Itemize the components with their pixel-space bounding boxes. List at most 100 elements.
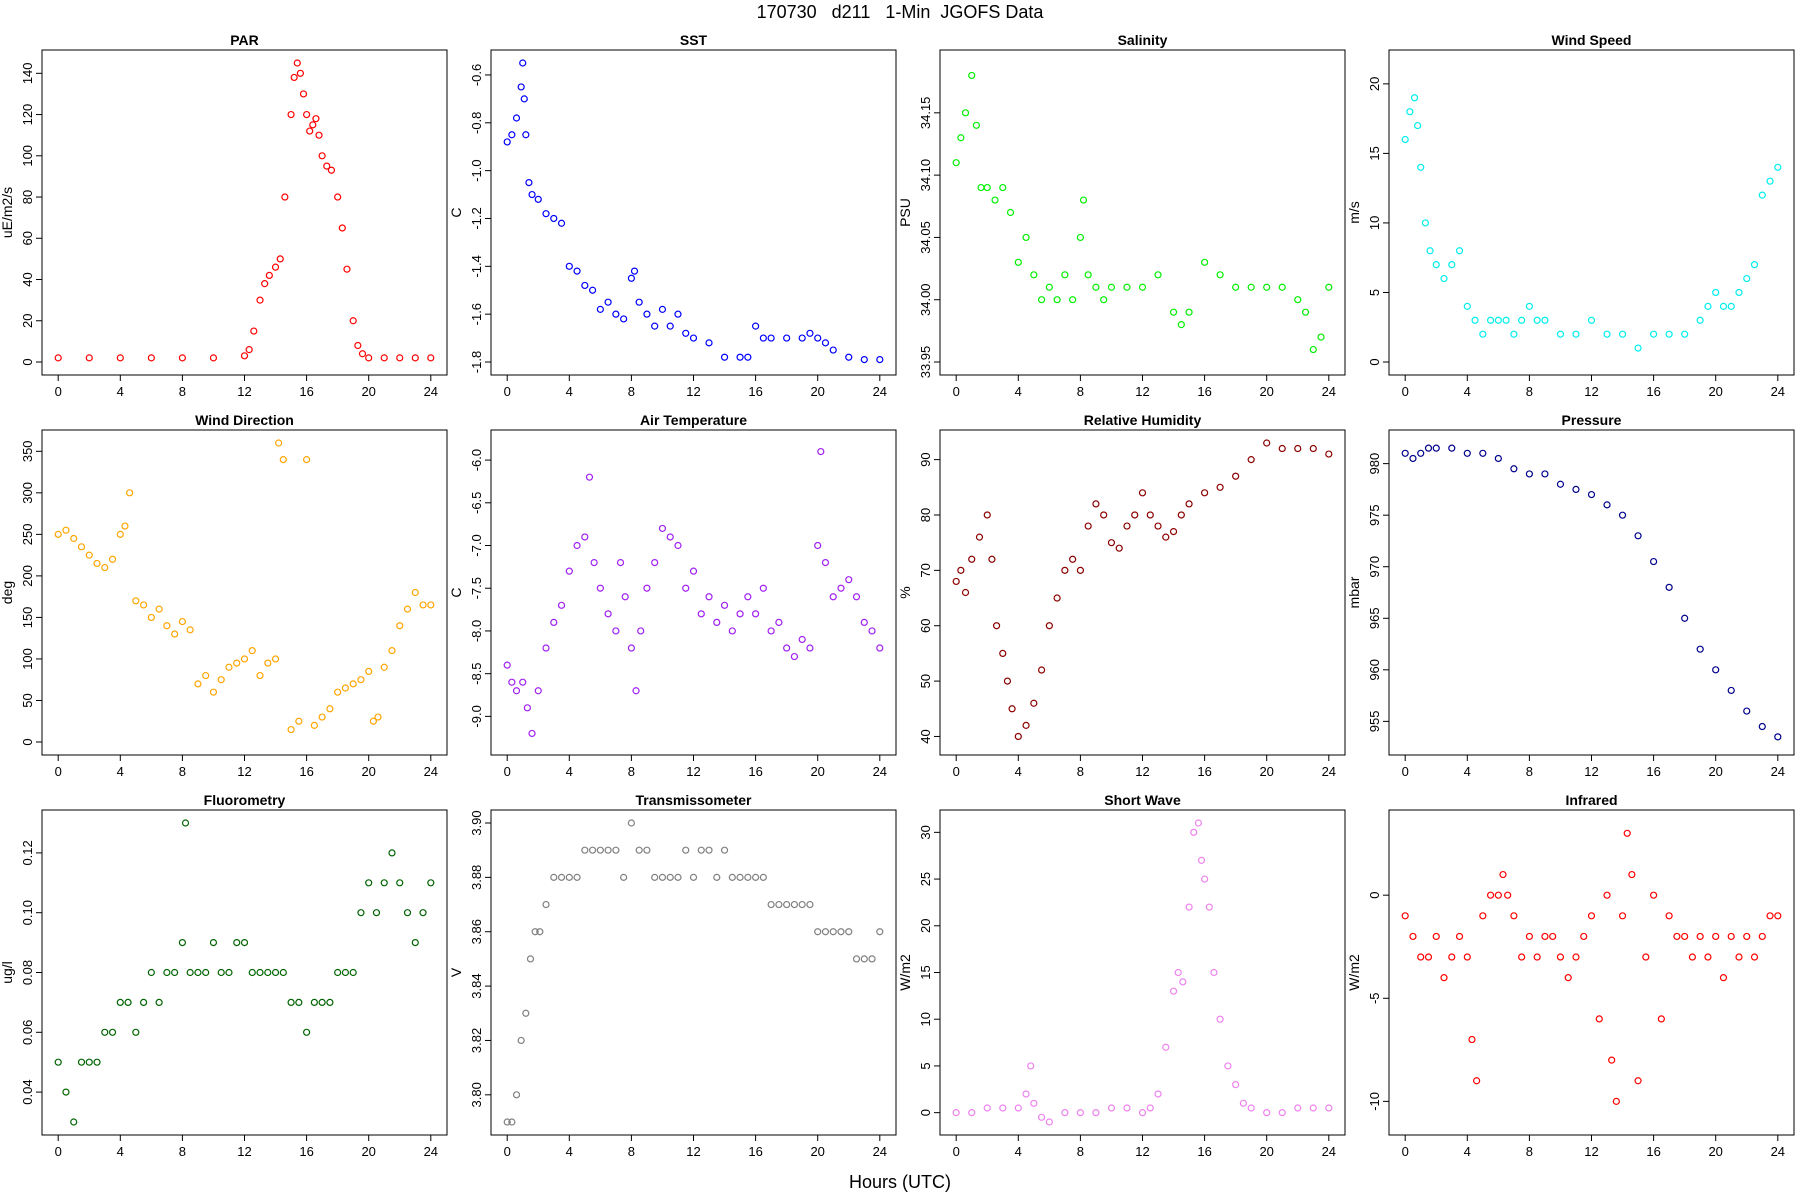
data-point xyxy=(522,131,530,139)
data-point xyxy=(952,577,960,586)
data-point xyxy=(1205,903,1213,911)
data-point xyxy=(952,159,960,167)
data-point xyxy=(1278,444,1286,453)
data-point xyxy=(666,533,674,541)
data-point xyxy=(427,354,435,362)
data-point xyxy=(635,846,643,854)
data-point xyxy=(588,846,597,854)
data-point xyxy=(338,224,346,232)
y-tick-label: 70 xyxy=(918,563,933,577)
x-tick-label: 16 xyxy=(748,1144,762,1159)
data-point xyxy=(1030,699,1038,707)
data-point xyxy=(845,353,853,361)
data-point xyxy=(1107,539,1116,547)
data-point xyxy=(961,109,970,117)
data-point xyxy=(275,439,283,447)
data-point xyxy=(1037,296,1046,304)
x-tick-label: 20 xyxy=(810,764,824,779)
data-point xyxy=(1468,1035,1476,1044)
data-point xyxy=(264,968,272,977)
data-point xyxy=(388,849,396,857)
data-point xyxy=(1580,932,1588,941)
y-tick-label: 5 xyxy=(918,1062,933,1069)
data-point xyxy=(1673,932,1681,941)
y-tick-label: 15 xyxy=(1367,146,1382,160)
data-point xyxy=(1294,444,1302,453)
panel-air-temperature: Air Temperature 0 4 8 12 16 20 24 -9.0 -8.5 -8.0 -7… xyxy=(448,412,897,779)
data-point xyxy=(240,352,249,360)
data-point xyxy=(1681,614,1689,622)
x-tick-label: 4 xyxy=(1015,764,1022,779)
data-point xyxy=(365,354,373,362)
x-tick-label: 24 xyxy=(1322,384,1336,399)
data-point xyxy=(265,271,273,279)
data-point xyxy=(1634,344,1642,352)
data-point xyxy=(1455,247,1464,255)
data-point xyxy=(1076,1109,1085,1117)
data-point xyxy=(705,339,713,347)
data-point xyxy=(1774,733,1782,741)
y-tick-label: 10 xyxy=(918,1012,933,1026)
data-point xyxy=(70,1118,78,1126)
data-point xyxy=(369,717,377,725)
data-point xyxy=(281,193,289,201)
y-tick-label: -1.2 xyxy=(469,207,484,229)
x-tick-label: 12 xyxy=(686,384,700,399)
x-tick-label: 20 xyxy=(361,764,375,779)
data-point xyxy=(1665,330,1673,338)
data-point xyxy=(1623,829,1631,837)
data-point xyxy=(1541,932,1549,941)
y-tick-label: 200 xyxy=(20,565,35,587)
data-point xyxy=(194,680,202,688)
data-point xyxy=(1510,465,1518,473)
data-point xyxy=(256,671,264,680)
data-point xyxy=(1494,316,1502,324)
x-tick-label: 12 xyxy=(686,764,700,779)
x-tick-label: 12 xyxy=(686,1144,700,1159)
x-tick-label: 4 xyxy=(1464,384,1471,399)
y-tick-label: 0.04 xyxy=(20,1079,35,1104)
data-point xyxy=(178,354,186,362)
y-tick-label: 80 xyxy=(918,508,933,522)
data-point xyxy=(876,928,884,936)
data-point xyxy=(380,879,388,887)
data-point xyxy=(1131,511,1139,519)
x-tick-label: 0 xyxy=(1402,1144,1409,1159)
data-point xyxy=(1092,283,1100,291)
x-tick-label: 0 xyxy=(953,764,960,779)
data-point xyxy=(1448,953,1456,961)
x-tick-label: 4 xyxy=(566,764,573,779)
data-point xyxy=(1263,1109,1271,1117)
x-tick-label: 4 xyxy=(1015,384,1022,399)
data-point xyxy=(1185,500,1193,508)
data-point xyxy=(604,610,612,618)
data-point xyxy=(54,1058,62,1066)
data-point xyxy=(783,334,791,342)
data-point xyxy=(651,322,659,330)
data-point xyxy=(531,928,539,936)
data-point xyxy=(1518,316,1526,324)
data-point xyxy=(279,968,287,977)
data-point xyxy=(736,353,744,361)
data-point xyxy=(1030,1099,1038,1107)
data-point xyxy=(534,195,542,203)
y-axis-label: uE/m2/s xyxy=(0,187,15,238)
x-tick-label: 4 xyxy=(117,384,124,399)
x-tick-label: 24 xyxy=(1771,1144,1785,1159)
x-tick-label: 20 xyxy=(1708,1144,1722,1159)
panel-title: Transmissometer xyxy=(636,792,752,808)
data-point xyxy=(1432,932,1440,941)
data-point xyxy=(775,618,783,627)
data-point xyxy=(759,873,767,881)
data-point xyxy=(798,334,806,342)
data-point xyxy=(697,846,705,854)
panel-title: Salinity xyxy=(1118,32,1168,48)
data-point xyxy=(1417,953,1425,961)
data-point xyxy=(1696,932,1704,941)
y-tick-label: -0.8 xyxy=(469,112,484,134)
x-tick-label: 8 xyxy=(628,764,635,779)
data-point xyxy=(1263,439,1271,447)
data-point xyxy=(999,1104,1007,1112)
x-tick-label: 8 xyxy=(179,384,186,399)
data-point xyxy=(1696,316,1704,324)
